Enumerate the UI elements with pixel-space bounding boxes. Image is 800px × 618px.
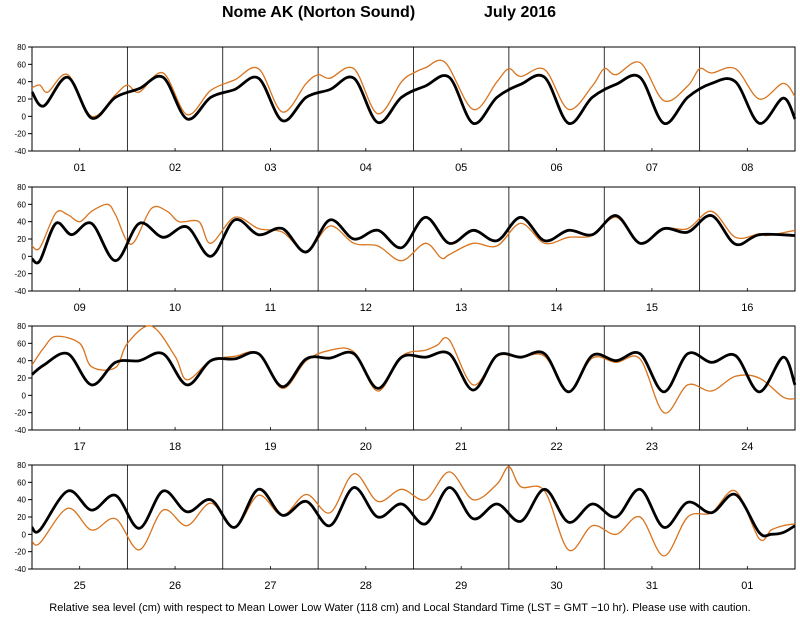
day-label: 17 [74,441,86,453]
y-tick-label: 80 [17,183,26,192]
tide-chart: -40 -20 0 20 40 60 80 01 02 03 04 05 06 07 08 -40 -20 0 20… [14,43,797,592]
day-label: 02 [169,162,181,174]
predicted-line [31,350,797,394]
y-tick-label: 40 [17,78,26,87]
day-label: 06 [550,162,562,174]
y-tick-label: 80 [17,461,26,470]
predicted-line [31,486,796,538]
y-tick-label: 60 [17,478,26,487]
predicted-line [30,73,797,125]
y-tick-label: 0 [22,252,27,261]
day-label: 23 [646,441,658,453]
y-tick-label: 80 [17,322,26,331]
y-tick-label: -20 [14,270,26,279]
panel-3: -40 -20 0 20 40 60 80 17 18 19 20 21 22 23 24 [14,322,797,453]
day-label: 25 [74,580,86,592]
y-tick-label: 60 [17,60,26,69]
y-tick-label: 0 [22,391,27,400]
y-tick-label: 40 [17,496,26,505]
day-label: 21 [455,441,467,453]
y-tick-label: -40 [14,426,26,435]
day-label: 30 [550,580,562,592]
y-tick-label: 20 [17,95,26,104]
day-label: 16 [741,302,753,314]
day-label: 22 [550,441,562,453]
day-label: 09 [74,302,86,314]
y-tick-label: -20 [14,409,26,418]
day-label: 04 [360,162,372,174]
day-label: 03 [264,162,276,174]
y-tick-label: 20 [17,513,26,522]
footer-note: Relative sea level (cm) with respect to … [49,602,751,614]
predicted-line [31,214,796,265]
day-label: 26 [169,580,181,592]
observed-line [31,466,796,557]
y-tick-label: 40 [17,218,26,227]
panel-4: -40 -20 0 20 40 60 80 25 26 27 28 29 30 31 01 [14,461,796,592]
y-tick-label: -20 [14,130,26,139]
day-label: 12 [360,302,372,314]
y-tick-label: 20 [17,235,26,244]
day-label: 13 [455,302,467,314]
y-tick-label: 20 [17,374,26,383]
y-tick-label: 40 [17,357,26,366]
day-label: 28 [360,580,372,592]
day-label: 18 [169,441,181,453]
y-tick-label: 60 [17,339,26,348]
month-title: July 2016 [484,4,557,21]
day-label: 07 [646,162,658,174]
day-label: 29 [455,580,467,592]
chart-title: Nome AK (Norton Sound) July 2016 [0,4,800,28]
day-label: 31 [646,580,658,592]
panel-2: -40 -20 0 20 40 60 80 09 10 11 12 13 14 15 16 [14,183,796,314]
day-label: 24 [741,441,753,453]
y-tick-label: 0 [22,112,27,121]
y-tick-label: 60 [17,200,26,209]
day-label: 01 [74,162,86,174]
y-tick-label: 80 [17,43,26,52]
panel-1: -40 -20 0 20 40 60 80 01 02 03 04 05 06 07 08 [14,43,797,174]
y-tick-label: 0 [22,530,27,539]
day-label: 08 [741,162,753,174]
day-label: 15 [646,302,658,314]
day-label: 20 [360,441,372,453]
y-tick-label: -20 [14,548,26,557]
day-label: 10 [169,302,181,314]
day-label: 11 [265,302,276,314]
y-tick-label: -40 [14,287,26,296]
day-label: 19 [264,441,276,453]
day-label: 14 [550,302,562,314]
station-title: Nome AK (Norton Sound) [222,4,416,21]
y-tick-label: -40 [14,147,26,156]
day-label: 27 [264,580,276,592]
y-tick-label: -40 [14,565,26,574]
day-label: 05 [455,162,467,174]
day-label: 01 [741,580,753,592]
